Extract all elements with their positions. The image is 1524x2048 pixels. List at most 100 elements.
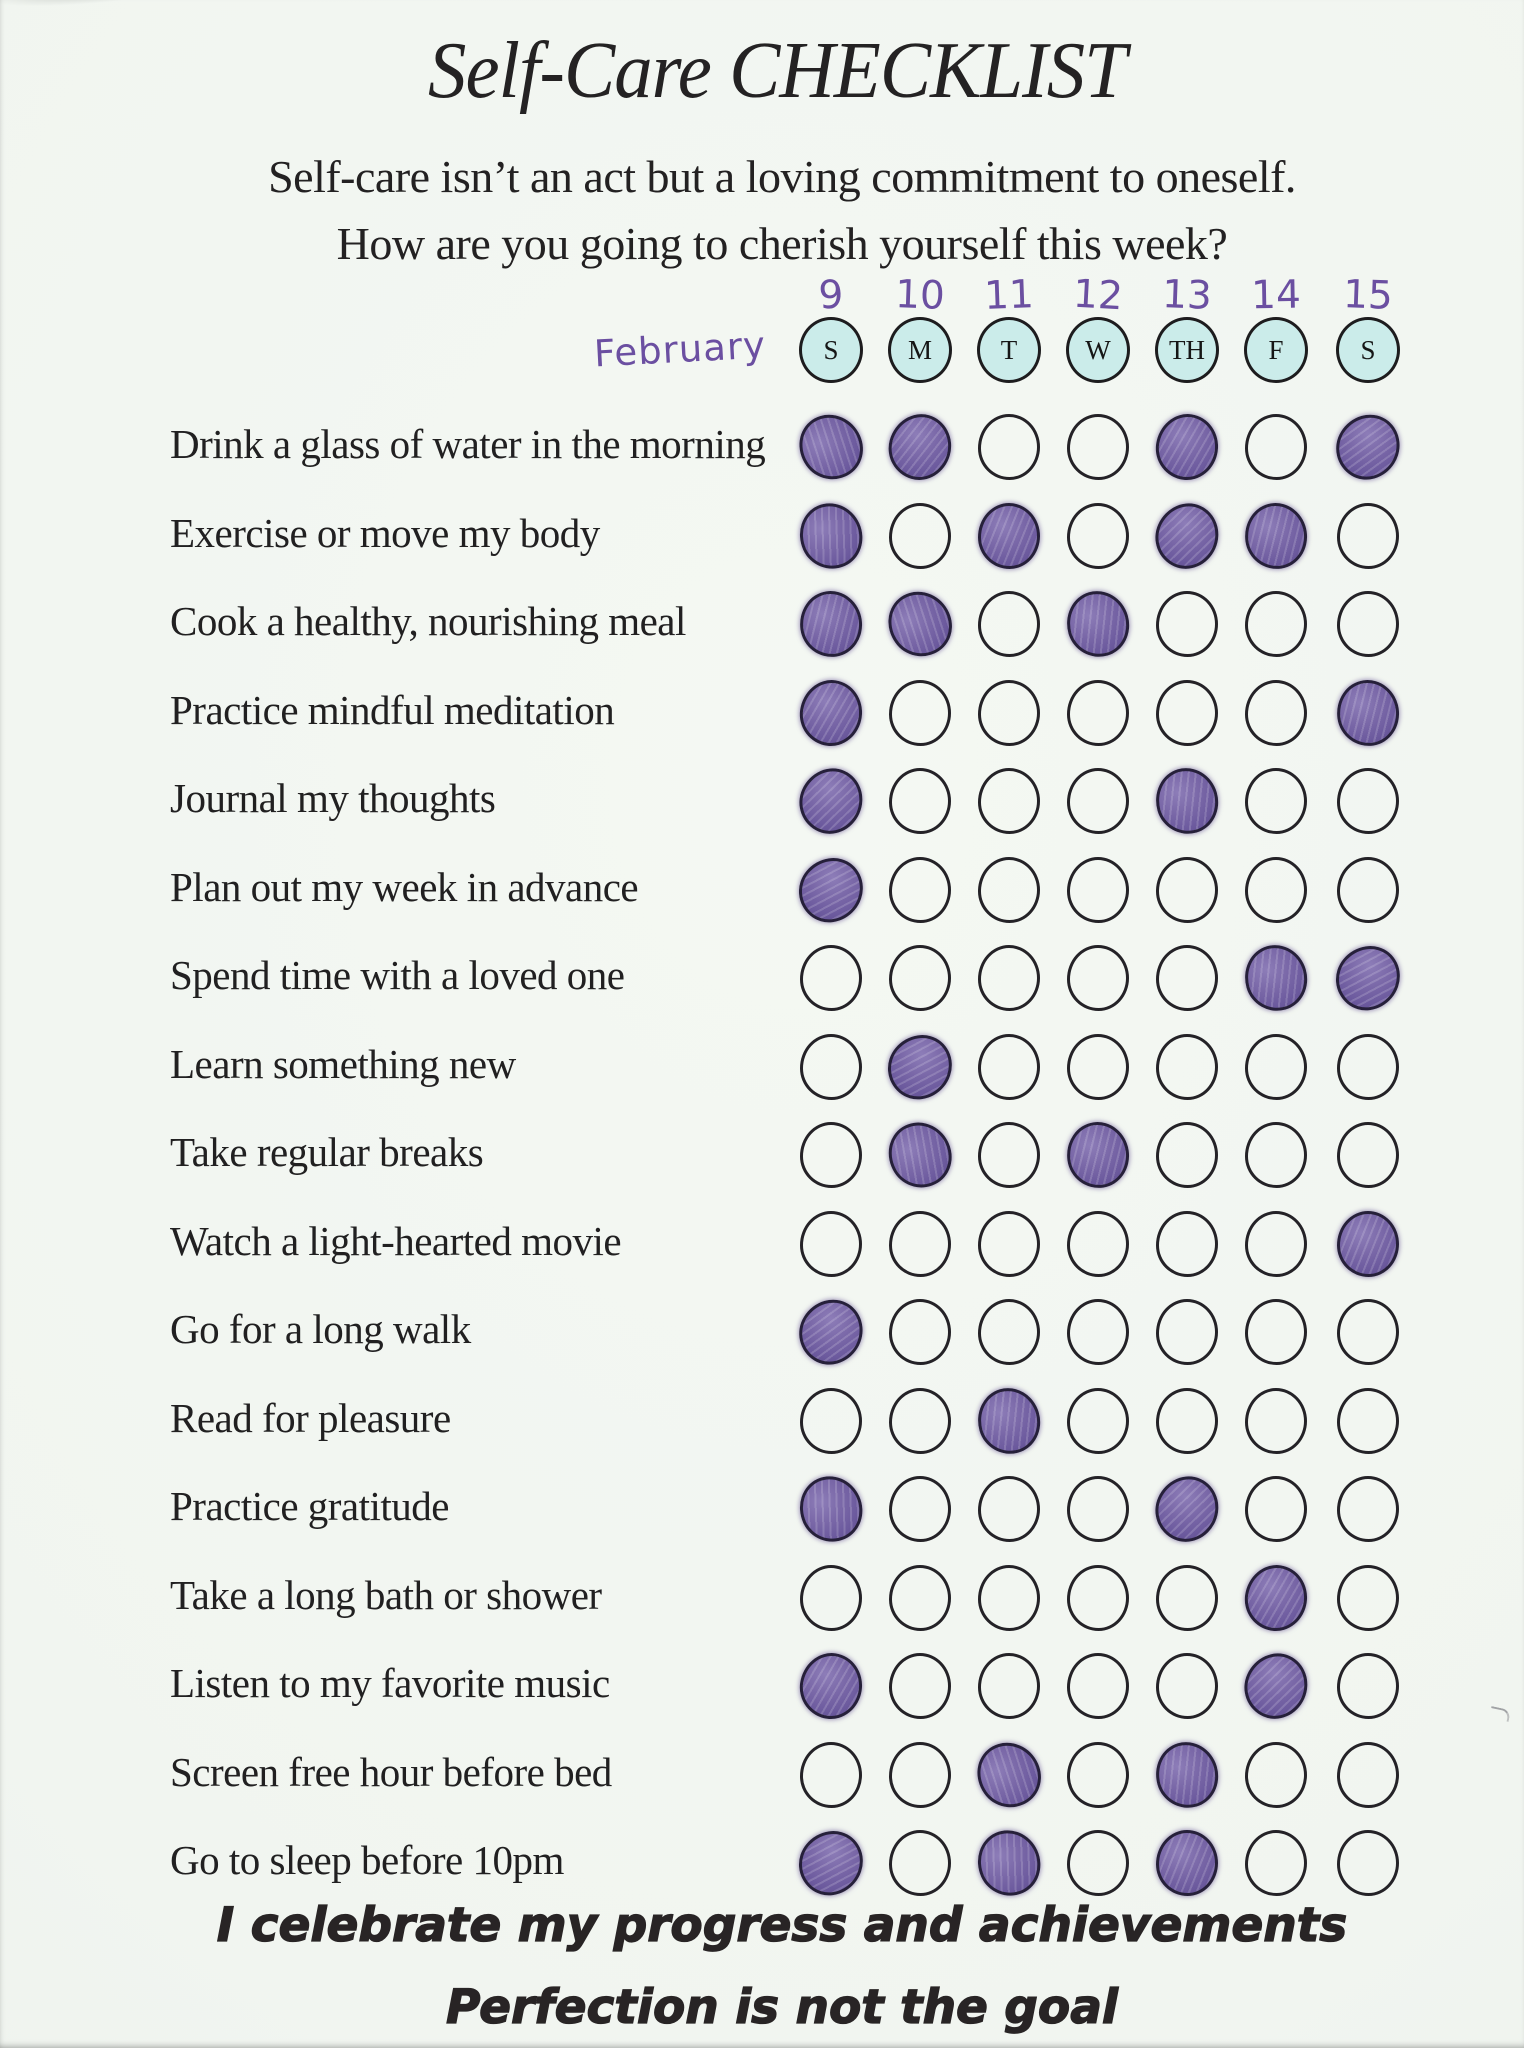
check-circle[interactable] <box>1067 1565 1129 1631</box>
check-circle[interactable] <box>1245 1830 1307 1896</box>
check-circle[interactable] <box>1156 591 1218 657</box>
check-circle[interactable] <box>1156 1211 1218 1277</box>
check-circle[interactable] <box>1337 1299 1399 1365</box>
check-circle[interactable] <box>876 1110 964 1200</box>
check-circle[interactable] <box>800 1742 862 1808</box>
check-circle[interactable] <box>1245 768 1307 834</box>
check-circle[interactable] <box>978 1122 1040 1188</box>
check-circle[interactable] <box>1337 1122 1399 1188</box>
check-circle[interactable] <box>978 1476 1040 1542</box>
check-circle[interactable] <box>1337 768 1399 834</box>
check-circle[interactable] <box>1059 583 1137 665</box>
check-circle[interactable] <box>795 676 867 750</box>
check-circle[interactable] <box>1156 1388 1218 1454</box>
check-circle[interactable] <box>1156 680 1218 746</box>
check-circle[interactable] <box>978 680 1040 746</box>
check-circle[interactable] <box>1245 680 1307 746</box>
check-circle[interactable] <box>1067 1653 1129 1719</box>
check-circle[interactable] <box>1156 1034 1218 1100</box>
check-circle[interactable] <box>889 680 951 746</box>
check-circle[interactable] <box>978 591 1040 657</box>
check-circle[interactable] <box>1337 1653 1399 1719</box>
check-circle[interactable] <box>795 587 867 661</box>
check-circle[interactable] <box>1067 1742 1129 1808</box>
check-circle[interactable] <box>1240 499 1312 573</box>
check-circle[interactable] <box>1145 493 1229 579</box>
check-circle[interactable] <box>875 578 965 670</box>
check-circle[interactable] <box>875 1021 965 1113</box>
check-circle[interactable] <box>889 945 951 1011</box>
check-circle[interactable] <box>1332 676 1404 750</box>
check-circle[interactable] <box>789 1466 873 1552</box>
check-circle[interactable] <box>789 758 873 844</box>
check-circle[interactable] <box>789 493 873 579</box>
check-circle[interactable] <box>787 1287 875 1377</box>
check-circle[interactable] <box>1156 1565 1218 1631</box>
check-circle[interactable] <box>1067 680 1129 746</box>
check-circle[interactable] <box>786 844 876 936</box>
check-circle[interactable] <box>889 768 951 834</box>
check-circle[interactable] <box>1324 402 1412 492</box>
check-circle[interactable] <box>1145 1466 1229 1552</box>
check-circle[interactable] <box>1323 932 1413 1024</box>
check-circle[interactable] <box>978 768 1040 834</box>
check-circle[interactable] <box>889 1653 951 1719</box>
check-circle[interactable] <box>800 1034 862 1100</box>
check-circle[interactable] <box>1156 857 1218 923</box>
check-circle[interactable] <box>978 1034 1040 1100</box>
check-circle[interactable] <box>1067 1476 1129 1542</box>
check-circle[interactable] <box>1245 1211 1307 1277</box>
check-circle[interactable] <box>889 1830 951 1896</box>
check-circle[interactable] <box>786 401 876 493</box>
check-circle[interactable] <box>1245 414 1307 480</box>
check-circle[interactable] <box>1234 1643 1318 1729</box>
check-circle[interactable] <box>1337 1565 1399 1631</box>
check-circle[interactable] <box>978 1653 1040 1719</box>
check-circle[interactable] <box>889 1299 951 1365</box>
check-circle[interactable] <box>970 1380 1048 1462</box>
check-circle[interactable] <box>1151 410 1223 484</box>
check-circle[interactable] <box>800 1122 862 1188</box>
check-circle[interactable] <box>978 1299 1040 1365</box>
check-circle[interactable] <box>1337 503 1399 569</box>
check-circle[interactable] <box>1156 945 1218 1011</box>
check-circle[interactable] <box>1337 857 1399 923</box>
check-circle[interactable] <box>881 406 959 488</box>
check-circle[interactable] <box>964 1729 1054 1821</box>
check-circle[interactable] <box>889 1565 951 1631</box>
check-circle[interactable] <box>800 1388 862 1454</box>
check-circle[interactable] <box>1067 1299 1129 1365</box>
check-circle[interactable] <box>800 1565 862 1631</box>
check-circle[interactable] <box>889 1388 951 1454</box>
check-circle[interactable] <box>1156 1122 1218 1188</box>
check-circle[interactable] <box>889 1742 951 1808</box>
check-circle[interactable] <box>1245 1742 1307 1808</box>
check-circle[interactable] <box>1067 414 1129 480</box>
check-circle[interactable] <box>1067 1211 1129 1277</box>
check-circle[interactable] <box>1337 1476 1399 1542</box>
check-circle[interactable] <box>1067 1034 1129 1100</box>
check-circle[interactable] <box>1237 937 1315 1019</box>
check-circle[interactable] <box>786 1817 876 1909</box>
check-circle[interactable] <box>978 945 1040 1011</box>
check-circle[interactable] <box>1067 945 1129 1011</box>
check-circle[interactable] <box>800 945 862 1011</box>
check-circle[interactable] <box>889 1211 951 1277</box>
check-circle[interactable] <box>1245 1299 1307 1365</box>
check-circle[interactable] <box>800 1211 862 1277</box>
check-circle[interactable] <box>1245 1388 1307 1454</box>
check-circle[interactable] <box>1067 503 1129 569</box>
check-circle[interactable] <box>1245 1476 1307 1542</box>
check-circle[interactable] <box>1337 1742 1399 1808</box>
check-circle[interactable] <box>889 1476 951 1542</box>
check-circle[interactable] <box>1337 1830 1399 1896</box>
check-circle[interactable] <box>795 1649 867 1723</box>
check-circle[interactable] <box>1067 857 1129 923</box>
check-circle[interactable] <box>889 857 951 923</box>
check-circle[interactable] <box>1156 1830 1218 1896</box>
check-circle[interactable] <box>1240 1561 1312 1635</box>
check-circle[interactable] <box>1067 1830 1129 1896</box>
check-circle[interactable] <box>978 503 1040 569</box>
check-circle[interactable] <box>1337 1388 1399 1454</box>
check-circle[interactable] <box>889 503 951 569</box>
